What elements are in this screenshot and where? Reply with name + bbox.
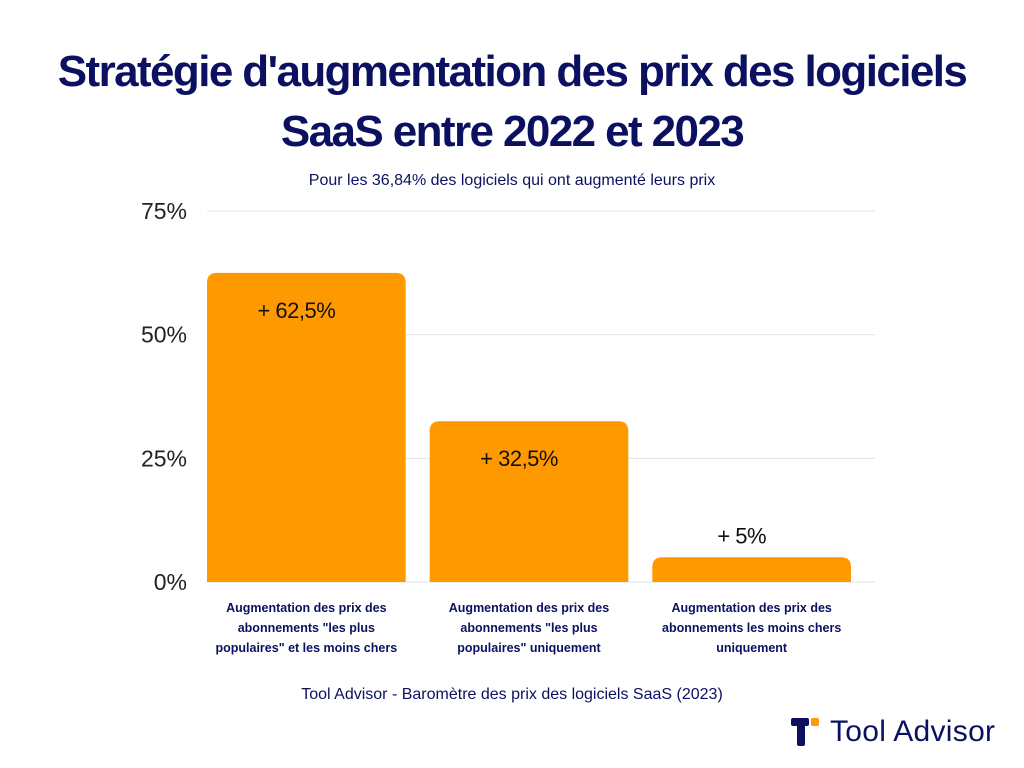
brand: Tool Advisor — [790, 712, 995, 752]
y-tick-label: 25% — [141, 445, 187, 471]
brand-name: Tool Advisor — [830, 715, 996, 748]
x-category-label-line: Augmentation des prix des — [449, 601, 609, 615]
x-category-label-line: uniquement — [716, 641, 788, 655]
x-category-label-line: populaires" et les moins chers — [215, 641, 397, 655]
y-tick-label: 75% — [141, 198, 187, 224]
bar-1 — [207, 272, 406, 582]
x-category-label: Augmentation des prix des abonnements les… — [662, 601, 841, 655]
data-label: + 62,5% — [257, 298, 335, 323]
tool-advisor-logo-icon — [791, 718, 819, 746]
x-category-label: Augmentation des prix des abonnements "le… — [449, 601, 609, 655]
x-category-label-line: abonnements "les plus — [238, 621, 375, 635]
bar-3 — [652, 557, 851, 582]
x-category-label: Augmentation des prix des abonnements "le… — [215, 601, 397, 655]
y-tick-label: 50% — [141, 322, 187, 348]
y-tick-label: 0% — [154, 569, 187, 595]
chart-title-line-2: SaaS entre 2022 et 2023 — [280, 107, 745, 156]
chart-subtitle: Pour les 36,84% des logiciels qui ont au… — [308, 172, 716, 189]
x-category-label-line: Augmentation des prix des — [671, 601, 831, 615]
x-category-label-line: abonnements "les plus — [460, 621, 597, 635]
data-label: + 5% — [717, 523, 766, 548]
x-category-label-line: abonnements les moins chers — [662, 621, 841, 635]
chart-title-line-1: Stratégie d'augmentation des prix des lo… — [57, 47, 968, 96]
data-label: + 32,5% — [480, 446, 558, 471]
source-note: Tool Advisor - Baromètre des prix des lo… — [301, 686, 723, 703]
x-category-label-line: Augmentation des prix des — [226, 601, 386, 615]
x-category-label-line: populaires" uniquement — [457, 641, 601, 655]
bar-2 — [429, 421, 629, 582]
chart-title: Stratégie d'augmentation des prix des lo… — [0, 42, 1024, 162]
